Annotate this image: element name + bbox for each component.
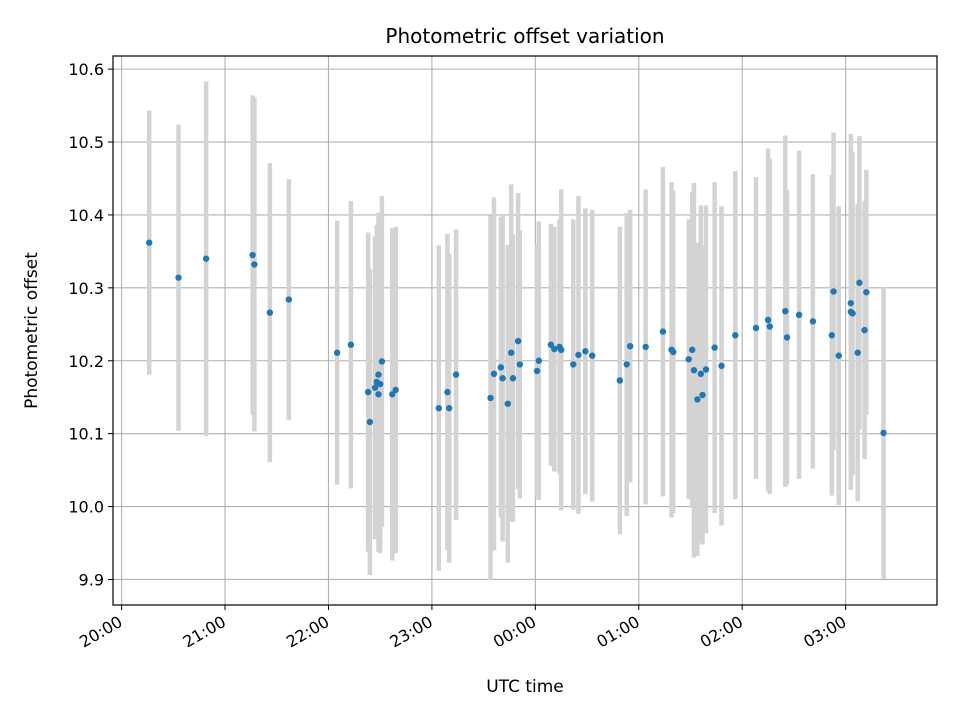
data-point bbox=[487, 394, 494, 402]
data-points bbox=[146, 239, 887, 437]
data-point bbox=[880, 429, 887, 437]
data-point bbox=[333, 349, 341, 356]
data-point bbox=[508, 349, 515, 356]
data-point bbox=[690, 367, 698, 374]
data-point bbox=[364, 388, 372, 396]
x-tick-label: 02:00 bbox=[697, 612, 746, 652]
data-point bbox=[766, 323, 773, 330]
data-point bbox=[863, 289, 870, 296]
data-point bbox=[146, 239, 153, 246]
data-point bbox=[570, 361, 577, 368]
data-point bbox=[670, 348, 677, 356]
x-tick-label: 23:00 bbox=[386, 612, 435, 652]
data-point bbox=[849, 310, 856, 317]
data-point bbox=[685, 356, 692, 363]
y-tick-label: 10.3 bbox=[68, 279, 104, 298]
data-point bbox=[558, 346, 565, 354]
x-tick-label: 03:00 bbox=[800, 612, 849, 652]
y-tick-label: 9.9 bbox=[79, 570, 104, 589]
data-point bbox=[783, 334, 791, 341]
data-point bbox=[575, 351, 582, 359]
data-point bbox=[732, 332, 739, 339]
data-point bbox=[509, 375, 517, 382]
data-point bbox=[435, 404, 443, 412]
y-axis-ticks: 9.9 10.0 10.1 10.2 10.3 10.4 10.5 10.6 bbox=[68, 60, 113, 589]
data-point bbox=[659, 328, 667, 335]
x-tick-label: 20:00 bbox=[76, 612, 125, 652]
x-tick-label: 01:00 bbox=[593, 612, 642, 652]
data-point bbox=[711, 344, 718, 351]
data-point bbox=[266, 309, 274, 316]
data-point bbox=[589, 352, 596, 359]
data-point bbox=[809, 318, 817, 325]
data-point bbox=[642, 343, 649, 351]
data-point bbox=[497, 364, 505, 371]
data-point bbox=[752, 324, 760, 332]
data-point bbox=[718, 362, 725, 370]
data-point bbox=[249, 251, 256, 259]
data-point bbox=[861, 326, 868, 334]
data-point bbox=[202, 255, 210, 262]
data-point bbox=[828, 332, 836, 339]
x-tick-label: 22:00 bbox=[283, 612, 332, 652]
data-point bbox=[392, 386, 399, 394]
data-point bbox=[371, 384, 379, 391]
data-point bbox=[623, 361, 630, 368]
data-point bbox=[699, 391, 706, 399]
data-point bbox=[376, 380, 384, 388]
data-point bbox=[514, 337, 522, 345]
data-point bbox=[175, 274, 182, 281]
y-tick-label: 10.1 bbox=[68, 425, 104, 444]
data-point bbox=[516, 361, 524, 368]
data-point bbox=[551, 345, 558, 353]
data-point bbox=[490, 370, 498, 378]
data-point bbox=[582, 348, 589, 355]
data-point bbox=[366, 418, 374, 426]
data-point bbox=[854, 349, 861, 356]
data-point bbox=[689, 346, 696, 354]
chart-title: Photometric offset variation bbox=[385, 24, 664, 48]
error-bars bbox=[146, 81, 886, 581]
data-point bbox=[378, 358, 386, 365]
data-point bbox=[535, 357, 542, 364]
data-point bbox=[830, 288, 837, 295]
data-point bbox=[347, 341, 355, 348]
data-point bbox=[697, 370, 705, 378]
data-point bbox=[547, 341, 555, 348]
data-point bbox=[445, 404, 453, 412]
data-point bbox=[782, 307, 789, 315]
data-point bbox=[616, 377, 624, 384]
data-point bbox=[626, 342, 634, 350]
x-axis-ticks: 20:00 21:00 22:00 23:00 00:00 01:00 02:00 03:00 bbox=[76, 605, 850, 652]
data-point bbox=[835, 352, 842, 359]
data-point bbox=[533, 367, 541, 375]
x-tick-label: 00:00 bbox=[490, 612, 539, 652]
x-axis-label: UTC time bbox=[486, 677, 564, 697]
data-point bbox=[847, 299, 855, 307]
data-point bbox=[444, 388, 451, 396]
y-axis-label: Photometric offset bbox=[22, 252, 42, 409]
y-tick-label: 10.0 bbox=[68, 498, 104, 517]
y-tick-label: 10.4 bbox=[68, 206, 104, 225]
y-tick-label: 10.6 bbox=[68, 60, 104, 79]
y-tick-label: 10.5 bbox=[68, 133, 104, 152]
data-point bbox=[856, 279, 863, 286]
data-point bbox=[504, 400, 511, 407]
data-point bbox=[251, 261, 258, 268]
data-point bbox=[694, 396, 701, 403]
x-tick-label: 21:00 bbox=[180, 612, 229, 652]
data-point bbox=[285, 296, 293, 303]
plot-area-frame bbox=[112, 55, 938, 606]
data-point bbox=[702, 366, 710, 373]
data-point bbox=[375, 391, 382, 398]
data-point bbox=[764, 316, 772, 324]
data-point bbox=[499, 375, 506, 382]
data-point bbox=[795, 311, 803, 319]
data-point bbox=[452, 371, 460, 378]
data-point bbox=[375, 371, 382, 378]
y-tick-label: 10.2 bbox=[68, 352, 104, 371]
data-point bbox=[389, 391, 396, 398]
